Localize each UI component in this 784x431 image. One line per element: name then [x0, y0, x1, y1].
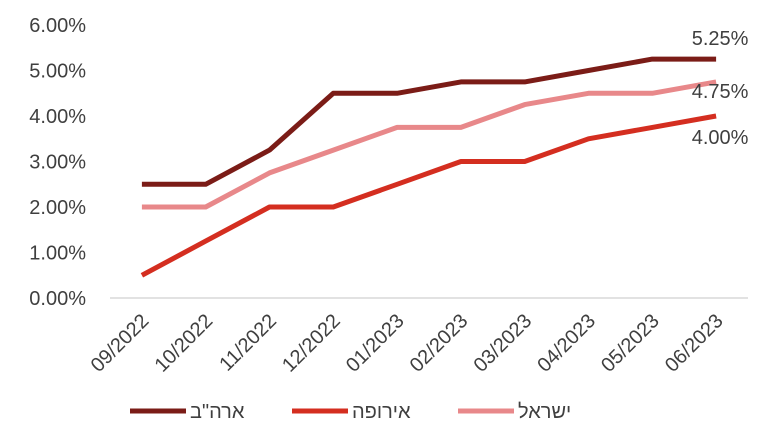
x-tick-label: 05/2023: [597, 310, 664, 377]
data-label-2: 4.75%: [692, 81, 749, 103]
x-axis-ticks: 09/202210/202211/202212/202201/202302/20…: [87, 310, 728, 377]
x-tick-label: 10/2022: [151, 310, 218, 377]
y-tick-label: 3.00%: [29, 152, 86, 174]
data-label-1: 4.00%: [692, 127, 749, 149]
x-tick-label: 12/2022: [278, 310, 345, 377]
legend-label-2: ישראל: [518, 401, 571, 423]
y-axis-ticks: 0.00% 1.00% 2.00% 3.00% 4.00% 5.00% 6.00%: [29, 15, 86, 310]
series-line-1: [140, 113, 717, 278]
x-tick-label: 02/2023: [406, 310, 473, 377]
x-tick-label: 11/2022: [215, 310, 281, 376]
x-tick-label: 01/2023: [342, 310, 409, 377]
y-tick-label: 5.00%: [29, 61, 86, 83]
legend-label-0: ארה"ב: [190, 401, 245, 423]
y-tick-label: 2.00%: [29, 197, 86, 219]
x-tick-label: 04/2023: [533, 310, 600, 377]
y-tick-label: 4.00%: [29, 106, 86, 128]
x-tick-label: 09/2022: [87, 310, 154, 377]
series-lines: [140, 56, 717, 278]
y-tick-label: 0.00%: [29, 288, 86, 310]
y-tick-label: 1.00%: [29, 243, 86, 265]
data-label-0: 5.25%: [692, 28, 749, 50]
data-labels: 5.25% 4.00% 4.75%: [692, 28, 749, 149]
legend-label-1: אירופה: [352, 401, 411, 423]
x-tick-label: 03/2023: [470, 310, 537, 377]
series-line-0: [141, 56, 717, 187]
series-line-2: [141, 79, 717, 210]
legend: ארה"ב אירופה ישראל: [130, 401, 571, 423]
x-tick-label: 06/2023: [661, 310, 728, 377]
y-tick-label: 6.00%: [29, 15, 86, 37]
